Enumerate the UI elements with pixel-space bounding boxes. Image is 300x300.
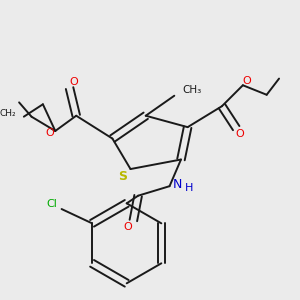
Text: O: O <box>69 77 78 87</box>
Text: O: O <box>45 128 54 138</box>
Text: O: O <box>123 222 132 232</box>
Text: O: O <box>236 129 244 139</box>
Text: N: N <box>172 178 182 191</box>
Text: Cl: Cl <box>46 199 58 209</box>
Text: CH₂: CH₂ <box>0 109 16 118</box>
Text: O: O <box>242 76 251 86</box>
Text: CH₃: CH₃ <box>182 85 201 95</box>
Text: H: H <box>184 183 193 193</box>
Text: S: S <box>118 170 127 183</box>
